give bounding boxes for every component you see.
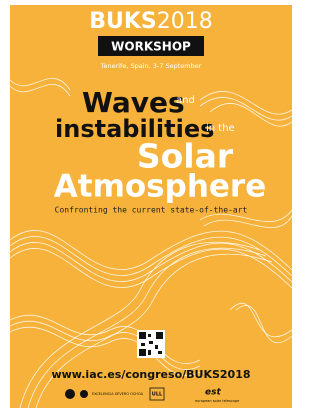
title-joiner: in the <box>206 123 235 134</box>
badge: WORKSHOP <box>111 40 191 54</box>
qr-code <box>137 330 165 358</box>
logo-ull: ULL <box>152 392 163 398</box>
logo-icon <box>65 389 75 399</box>
venue: Tenerife, Spain, 3-7 September <box>100 62 202 70</box>
title-joiner: and <box>176 95 195 106</box>
brand: BUKS2018 <box>89 9 213 34</box>
subtitle: Confronting the current state-of-the-art <box>55 206 248 215</box>
logo-est: est <box>205 388 221 398</box>
title-line: Atmosphere <box>54 169 266 205</box>
poster: BUKS2018 WORKSHOP Tenerife, Spain, 3-7 S… <box>0 0 302 414</box>
logo-icon <box>80 390 88 398</box>
url: www.iac.es/congreso/BUKS2018 <box>51 368 250 381</box>
logo-est-caption: european solar telescope <box>195 399 239 403</box>
logo-excelencia: EXCELENCIA SEVERO OCHOA <box>92 392 144 396</box>
